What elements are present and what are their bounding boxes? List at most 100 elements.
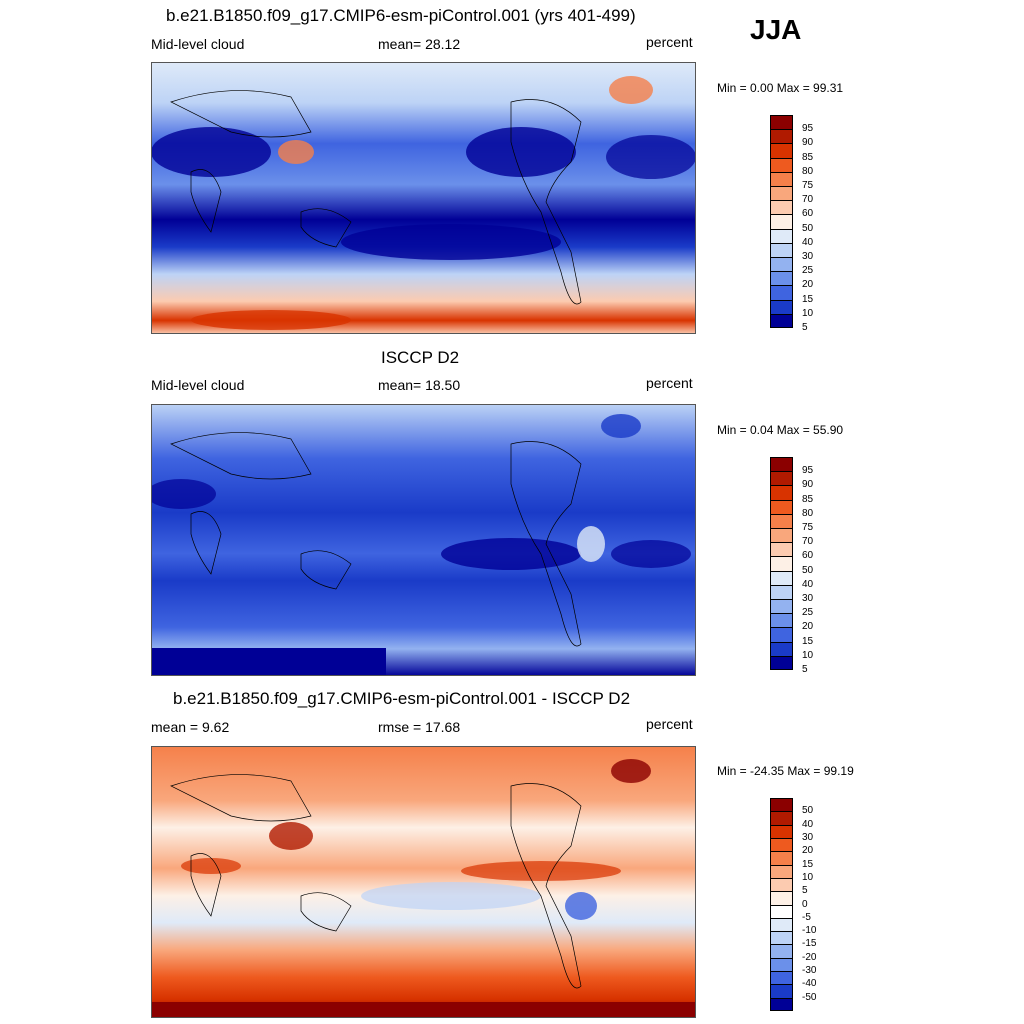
colorbar-box [770,957,793,972]
panel-3-map [151,746,696,1018]
colorbar-tick-label: 75 [802,522,814,533]
colorbar-tick-label: 70 [802,194,814,206]
panel-3-left-label: mean = 9.62 [151,719,230,735]
colorbar-tick-label: 10 [802,307,814,319]
colorbar-tick-label: 15 [802,293,814,305]
colorbar-box [770,200,793,215]
colorbar-box [770,228,793,243]
colorbar-tick-label: 20 [802,621,814,633]
panel-1-map [151,62,696,334]
colorbar-box [770,214,793,229]
colorbar-tick-label: -10 [802,925,817,937]
colorbar-tick-label: 5 [802,322,808,333]
panel-2-units: percent [646,375,693,391]
colorbar-box [770,171,793,186]
colorbar-box [770,931,793,945]
colorbar-tick-label: 0 [802,898,808,910]
colorbar-box [770,655,793,670]
panel-2-title: ISCCP D2 [381,348,460,367]
colorbar-box [770,513,793,528]
colorbar-box [770,798,793,812]
colorbar-box [770,271,793,286]
colorbar-box [770,285,793,300]
colorbar-box [770,613,793,628]
colorbar-tick-label: 60 [802,208,814,220]
colorbar-tick-label: -5 [802,911,811,923]
colorbar-tick-label: 70 [802,536,814,548]
colorbar-box [770,129,793,144]
colorbar-tick-label: 95 [802,465,814,477]
colorbar-tick-label: 25 [802,607,814,619]
colorbar-box [770,584,793,599]
colorbar-tick-label: 30 [802,831,814,843]
colorbar-box [770,837,793,852]
colorbar-box [770,944,793,958]
colorbar-tick-label: 50 [802,564,814,576]
colorbar-box [770,471,793,486]
colorbar-tick-label: 10 [802,649,814,661]
colorbar-tick-label: 20 [802,279,814,291]
colorbar-tick-label: 40 [802,236,814,248]
colorbar-box [770,157,793,172]
colorbar-box [770,143,793,158]
colorbar-tick-label: 75 [802,180,814,191]
colorbar-box [770,627,793,642]
colorbar-box [770,115,793,130]
colorbar-box [770,824,793,838]
panel-2-minmax: Min = 0.04 Max = 55.90 [717,423,844,437]
colorbar-tick-label: -20 [802,951,817,963]
colorbar-box [770,599,793,614]
colorbar-tick-label: 30 [802,251,814,262]
colorbar-box [770,971,793,985]
colorbar-box [770,984,793,998]
panel-2-center-label: mean= 18.50 [378,377,461,393]
colorbar-box [770,997,793,1011]
colorbar-tick-label: 50 [802,805,814,817]
panel-3-units: percent [646,716,693,732]
colorbar-tick-label: 80 [802,165,814,177]
colorbar-tick-label: -15 [802,938,817,950]
colorbar-tick-label: 15 [802,858,814,870]
colorbar-box [770,641,793,656]
colorbar-tick-label: -30 [802,965,817,977]
colorbar-box [770,917,793,932]
colorbar-box [770,186,793,201]
colorbar-box [770,528,793,543]
colorbar-tick-label: -50 [802,991,817,1003]
colorbar-tick-label: 85 [802,493,814,505]
colorbar-box [770,904,793,918]
season-label: JJA [750,14,802,45]
panel-1-center-label: mean= 28.12 [378,36,461,52]
colorbar-tick-label: 20 [802,845,814,857]
panel-3-center-label: rmse = 17.68 [378,719,461,735]
colorbar-tick-label: 95 [802,123,814,135]
colorbar-box [770,242,793,257]
colorbar-box [770,556,793,571]
panel-2-left-label: Mid-level cloud [151,377,245,393]
colorbar-box [770,257,793,272]
colorbar-tick-label: 25 [802,265,814,277]
panel-2-map [151,404,696,676]
colorbar-tick-label: 80 [802,507,814,519]
colorbar-tick-label: 5 [802,664,808,675]
colorbar-tick-label: 50 [802,222,814,234]
colorbar-box [770,811,793,825]
colorbar-tick-label: 90 [802,479,814,491]
colorbar-tick-label: 85 [802,151,814,163]
panel-3-title: b.e21.B1850.f09_g17.CMIP6-esm-piControl.… [173,689,631,708]
colorbar-box [770,542,793,557]
colorbar-tick-label: 40 [802,578,814,590]
panel-1-left-label: Mid-level cloud [151,36,245,52]
panel-1-units: percent [646,34,693,50]
colorbar-box [770,570,793,585]
colorbar-box [770,499,793,514]
colorbar-tick-label: 10 [802,871,814,883]
colorbar-tick-label: 5 [802,885,808,897]
colorbar-tick-label: 90 [802,137,814,149]
colorbar-tick-label: 15 [802,635,814,647]
panel-3-minmax: Min = -24.35 Max = 99.19 [717,764,854,778]
colorbar-box [770,877,793,892]
colorbar-box [770,313,793,328]
panel-1-title: b.e21.B1850.f09_g17.CMIP6-esm-piControl.… [166,6,636,25]
colorbar-tick-label: 40 [802,818,814,830]
